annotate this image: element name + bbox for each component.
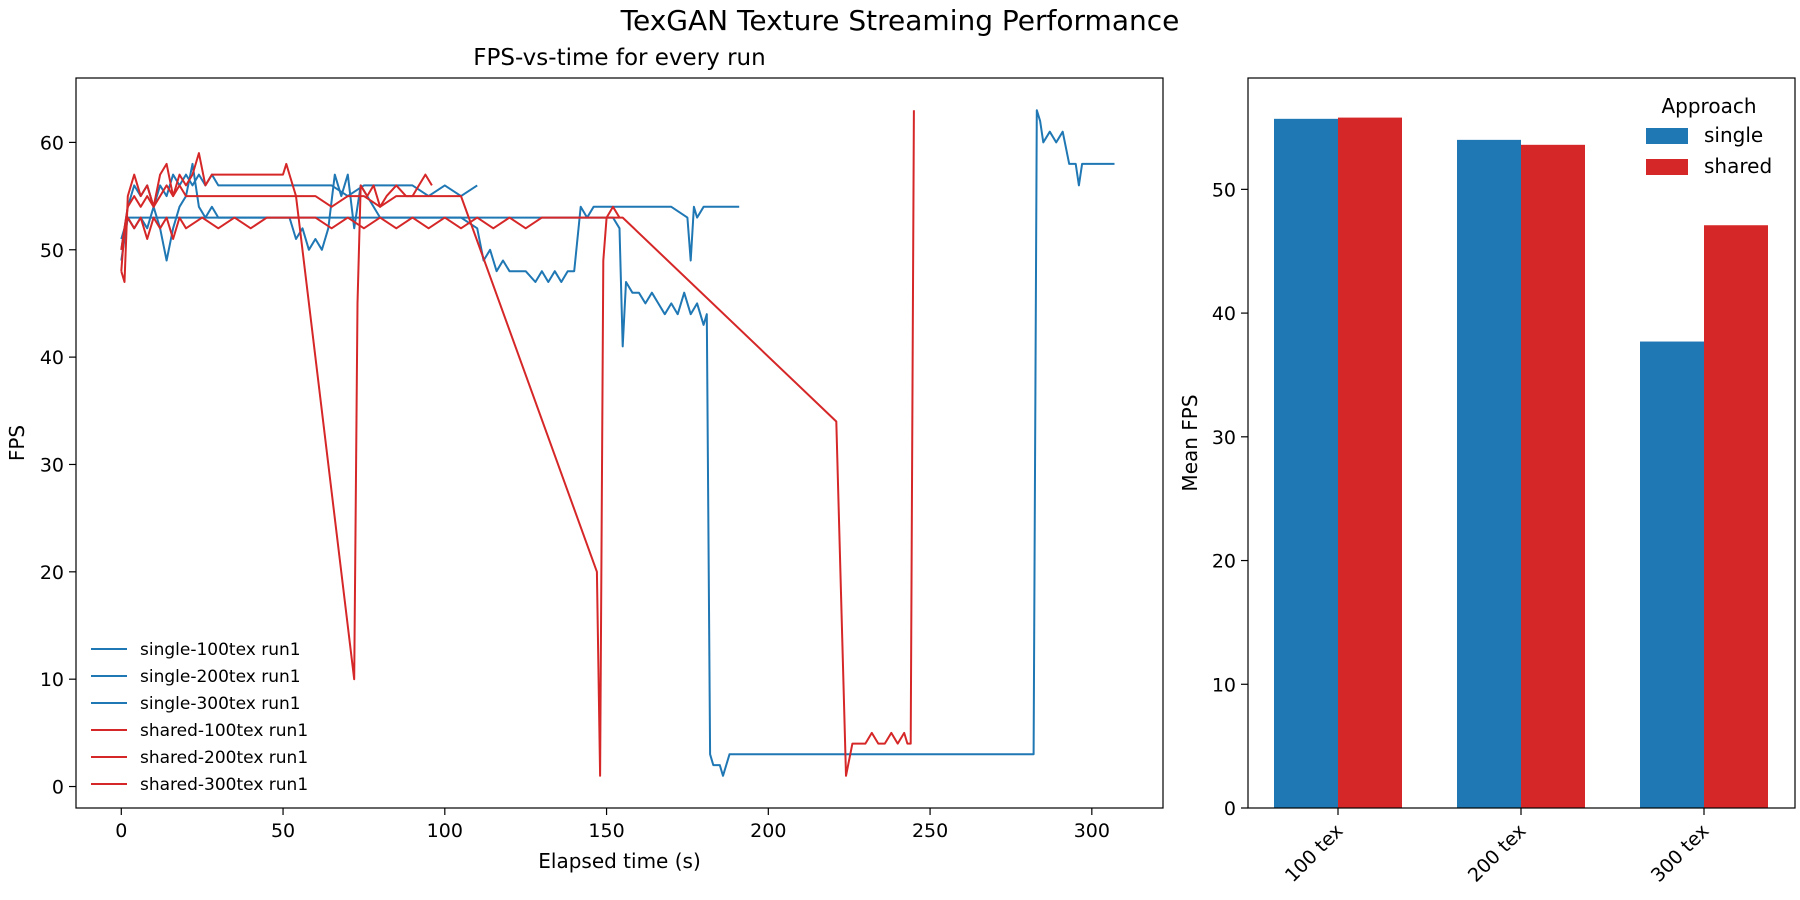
x-tick-label: 150 <box>588 820 624 842</box>
y-tick-label: 40 <box>40 347 64 369</box>
x-tick-label: 200 <box>750 820 786 842</box>
legend-label: shared-100tex run1 <box>140 721 308 741</box>
legend-label: shared-300tex run1 <box>140 775 308 795</box>
line-chart-title: FPS-vs-time for every run <box>473 45 765 71</box>
y-tick-label: 60 <box>40 132 64 154</box>
series-line-6 <box>120 110 915 777</box>
bar-single-1 <box>1274 118 1338 808</box>
series-line-4 <box>120 152 433 681</box>
plot-frame <box>75 77 1164 809</box>
y-tick-label: 50 <box>40 240 64 262</box>
figure-title: TexGAN Texture Streaming Performance <box>620 4 1180 37</box>
y-tick-label: 0 <box>52 777 64 799</box>
bar-legend-title: Approach <box>1661 94 1756 118</box>
bar-y-tick-label: 0 <box>1224 798 1236 820</box>
y-tick-label: 20 <box>40 562 64 584</box>
bar-legend-swatch <box>1646 159 1688 175</box>
y-axis-label: FPS <box>5 425 29 461</box>
y-tick-label: 30 <box>40 454 64 476</box>
bar-single-3 <box>1640 341 1704 808</box>
bar-shared-3 <box>1704 225 1768 808</box>
legend-label: single-100tex run1 <box>140 640 301 660</box>
bar-y-tick-label: 40 <box>1212 303 1236 325</box>
bar-legend-label: single <box>1704 123 1763 147</box>
x-tick-label: 250 <box>912 820 948 842</box>
series-line-5 <box>120 184 621 777</box>
bar-x-tick-label: 300 tex <box>1647 820 1714 887</box>
bar-x-tick-label: 200 tex <box>1464 820 1531 887</box>
y-tick-label: 10 <box>40 669 64 691</box>
bar-legend-label: shared <box>1704 154 1772 178</box>
legend-label: single-200tex run1 <box>140 667 301 687</box>
x-axis-label: Elapsed time (s) <box>538 849 701 873</box>
bar-shared-1 <box>1338 117 1402 809</box>
bar-single-2 <box>1457 139 1521 809</box>
bar-legend-swatch <box>1646 128 1688 144</box>
bar-shared-2 <box>1521 144 1585 809</box>
x-tick-label: 0 <box>115 820 127 842</box>
series-line-1 <box>120 173 478 250</box>
legend-label: single-300tex run1 <box>140 694 301 714</box>
bar-x-tick-label: 100 tex <box>1281 820 1348 887</box>
series-line-3 <box>120 109 1115 777</box>
x-tick-label: 50 <box>271 820 295 842</box>
x-tick-label: 300 <box>1074 820 1110 842</box>
bar-y-tick-label: 20 <box>1212 551 1236 573</box>
bar-y-tick-label: 30 <box>1212 427 1236 449</box>
x-tick-label: 100 <box>427 820 463 842</box>
bar-y-axis-label: Mean FPS <box>1178 394 1202 491</box>
bar-y-tick-label: 10 <box>1212 674 1236 696</box>
legend-label: shared-200tex run1 <box>140 748 308 768</box>
bar-y-tick-label: 50 <box>1212 179 1236 201</box>
